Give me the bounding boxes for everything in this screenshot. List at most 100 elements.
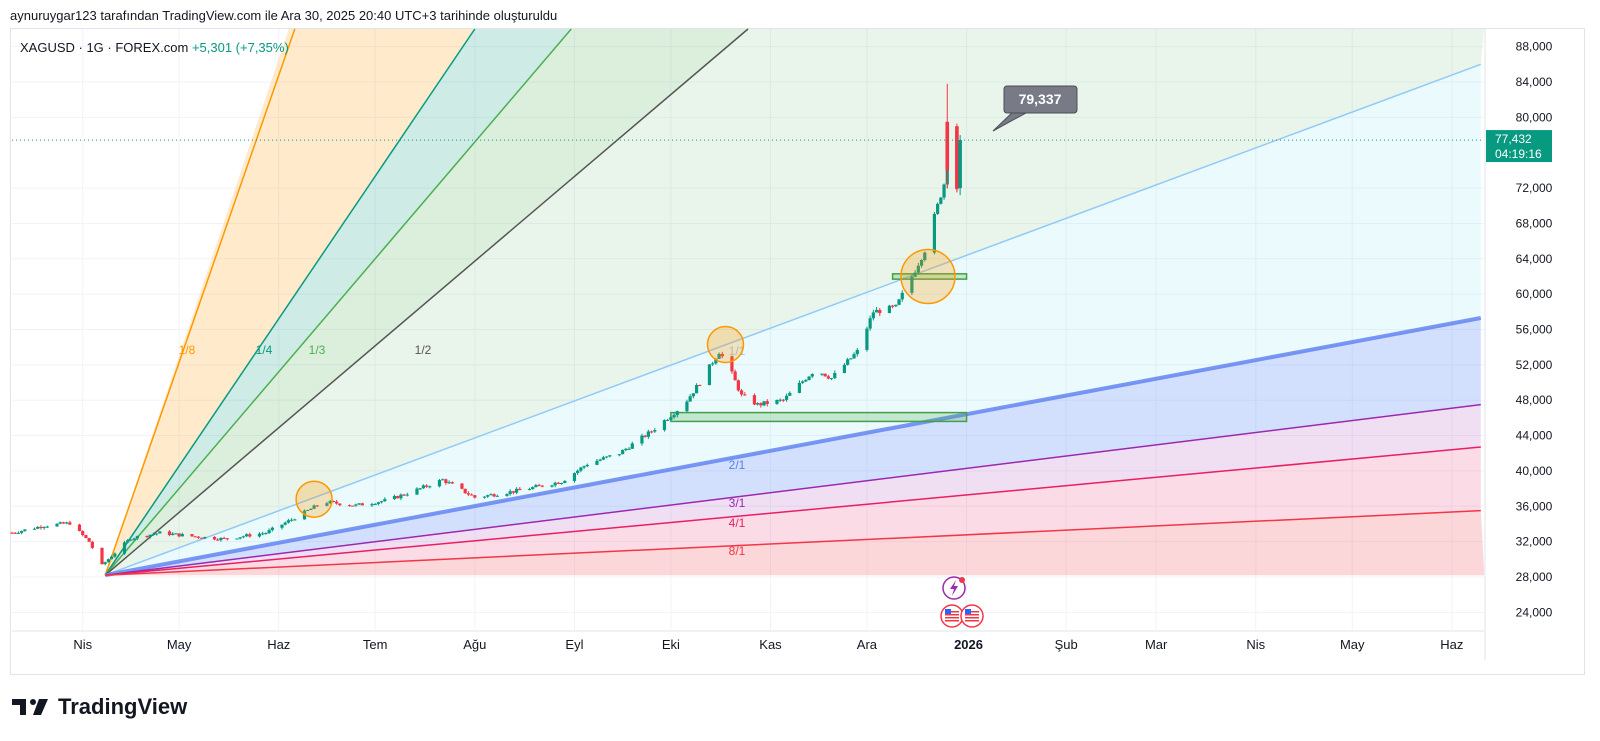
y-tick-label: 64,000 bbox=[1516, 252, 1553, 266]
x-tick-label: Mar bbox=[1145, 637, 1168, 652]
candle-body bbox=[878, 309, 882, 314]
us-flag-event-icon[interactable] bbox=[940, 604, 964, 628]
candle-body bbox=[257, 533, 262, 537]
candle-body bbox=[81, 530, 85, 536]
candle-body bbox=[135, 536, 139, 539]
candle-body bbox=[958, 140, 962, 189]
candle bbox=[916, 262, 920, 275]
candle bbox=[829, 377, 834, 381]
y-tick-label: 60,000 bbox=[1516, 287, 1553, 301]
candle-body bbox=[640, 435, 644, 444]
callout-box[interactable] bbox=[1003, 85, 1078, 114]
candle-body bbox=[469, 494, 474, 496]
x-tick-label: Haz bbox=[267, 637, 290, 652]
symbol-name: XAGUSD · 1G · FOREX.com bbox=[20, 40, 189, 55]
candle-body bbox=[572, 473, 577, 481]
y-tick-label: 32,000 bbox=[1516, 535, 1553, 549]
candle bbox=[103, 561, 107, 566]
candle-body bbox=[360, 503, 364, 506]
candle-body bbox=[473, 495, 477, 498]
candle bbox=[698, 384, 702, 387]
candle bbox=[945, 83, 950, 189]
candle-body bbox=[894, 304, 898, 307]
candle bbox=[267, 528, 271, 535]
symbol-legend[interactable]: XAGUSD · 1G · FOREX.com +5,301 (+7,35%) bbox=[20, 40, 289, 55]
candle bbox=[666, 418, 670, 422]
candle-body bbox=[293, 519, 297, 521]
candle-body bbox=[200, 537, 204, 539]
candle-body bbox=[373, 504, 377, 506]
candle-body bbox=[598, 459, 602, 461]
us-flag-event-icon[interactable] bbox=[960, 604, 984, 628]
flag-stripe bbox=[965, 614, 979, 616]
y-tick-label: 68,000 bbox=[1516, 216, 1553, 230]
candle-body bbox=[643, 435, 647, 437]
candle bbox=[200, 537, 204, 539]
candle bbox=[559, 482, 564, 485]
candle-body bbox=[20, 530, 24, 533]
candle-series bbox=[10, 83, 962, 566]
candle bbox=[871, 309, 875, 321]
candle bbox=[444, 478, 448, 485]
candle-body bbox=[936, 203, 940, 214]
candle bbox=[955, 123, 959, 193]
candle-body bbox=[174, 533, 178, 535]
candle-body bbox=[666, 419, 670, 421]
candle bbox=[193, 536, 197, 538]
candle bbox=[508, 489, 512, 496]
candle bbox=[694, 383, 699, 394]
candle-body bbox=[245, 534, 249, 537]
candle-body bbox=[380, 501, 384, 503]
chart-frame[interactable] bbox=[10, 28, 1585, 675]
candle-body bbox=[810, 374, 814, 377]
candle bbox=[315, 505, 319, 508]
candle bbox=[135, 535, 139, 541]
current-price-label[interactable] bbox=[1486, 130, 1552, 163]
candle bbox=[84, 534, 88, 539]
candle-body bbox=[756, 403, 760, 405]
brand[interactable]: TradingView bbox=[12, 694, 187, 720]
candle-body bbox=[145, 536, 149, 538]
candle-body bbox=[212, 536, 217, 540]
candle-body bbox=[167, 531, 172, 536]
candle-body bbox=[77, 524, 82, 531]
candle-body bbox=[556, 482, 560, 484]
candle-body bbox=[595, 460, 599, 465]
chart-attribution: aynuruygar123 tarafından TradingView.com… bbox=[10, 8, 558, 23]
candle bbox=[421, 484, 425, 489]
candle-body bbox=[312, 505, 316, 509]
candle-body bbox=[553, 482, 557, 486]
candle-body bbox=[617, 454, 622, 456]
candle bbox=[13, 532, 17, 534]
candle-body bbox=[222, 537, 226, 539]
candle bbox=[537, 483, 541, 487]
candle-body bbox=[662, 420, 667, 431]
fan-label: 1/2 bbox=[415, 343, 432, 357]
candle bbox=[87, 537, 91, 542]
candle-body bbox=[846, 359, 850, 365]
x-tick-label: Eyl bbox=[565, 637, 583, 652]
candle-body bbox=[891, 305, 895, 307]
candle bbox=[688, 394, 692, 402]
candle bbox=[167, 530, 172, 537]
candle bbox=[264, 532, 268, 535]
candle bbox=[778, 398, 782, 403]
candle-body bbox=[383, 499, 387, 502]
candle-body bbox=[778, 399, 782, 401]
x-tick-label: Ara bbox=[857, 637, 878, 652]
fan-line bbox=[104, 28, 572, 576]
candle-body bbox=[649, 431, 654, 433]
support-zone bbox=[670, 411, 968, 423]
candle bbox=[469, 493, 474, 496]
candle-body bbox=[717, 353, 721, 359]
candle bbox=[61, 521, 66, 524]
candle bbox=[290, 518, 294, 522]
x-tick-label: Ağu bbox=[463, 637, 486, 652]
candle bbox=[855, 347, 859, 357]
candle bbox=[894, 304, 898, 307]
candle-body bbox=[132, 538, 136, 540]
candle-body bbox=[842, 364, 847, 373]
candle-body bbox=[923, 252, 927, 260]
candle bbox=[919, 259, 924, 268]
